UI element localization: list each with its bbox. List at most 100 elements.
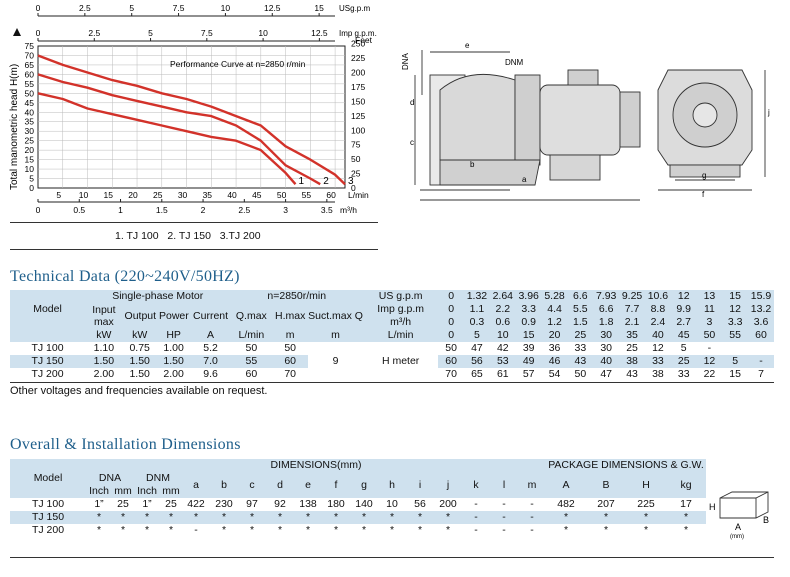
dim-cell: * (445, 511, 451, 523)
dim-cell: 92 (274, 498, 286, 510)
top-axis-tick-label: 10 (258, 28, 268, 38)
dim-cell: * (277, 511, 283, 523)
top-axis-tick-label: 2.5 (88, 28, 100, 38)
suct-max-value: 9 (332, 355, 339, 367)
dim-cell: * (683, 524, 689, 536)
dim-cell: * (96, 524, 102, 536)
dim-cell: * (563, 511, 569, 523)
y-tick-label: 75 (25, 41, 35, 51)
unit-cell: L/min (238, 329, 265, 341)
imp-gpm-cell: 0 (448, 303, 455, 315)
x-tick-label: 40 (227, 190, 237, 200)
curve-3 (37, 54, 346, 186)
dim-cell: * (333, 524, 339, 536)
th-suctmax: Suct.max Q (308, 309, 363, 322)
top-axis-tick-label: 5 (129, 3, 134, 13)
label-b: b (470, 160, 475, 169)
dim-cell: * (643, 511, 649, 523)
feet-tick-label: 175 (351, 82, 365, 92)
y-tick-label: 0 (29, 183, 34, 193)
lmin-cell: 15 (522, 329, 535, 341)
dim-cell: * (445, 524, 451, 536)
dim-cell: 25 (165, 498, 177, 510)
dim-cell: * (221, 524, 227, 536)
dim-cell: * (168, 511, 174, 523)
lmin-cell: 25 (574, 329, 587, 341)
chart-divider (10, 222, 378, 223)
dim-cell: * (361, 511, 367, 523)
m3h-cell: 1.8 (598, 316, 614, 328)
y-tick-label: 50 (25, 88, 35, 98)
table-row: TJ 100 1” 25 1” 25 422 230 97 92 138 180 140 10 56 200… (10, 498, 706, 511)
th-imp-gpm: Imp g.p.m (377, 303, 424, 315)
legend-item-3: 3.TJ 200 (219, 230, 261, 242)
dim-cell: - (474, 498, 478, 510)
performance-chart: 7570656055504540353025201510502502252001… (9, 3, 377, 215)
feet-tick-label: 125 (351, 111, 365, 121)
lmin-cell: 40 (652, 329, 664, 341)
x-tick-label: 25 (153, 190, 163, 200)
x-tick-label: 20 (128, 190, 138, 200)
th-lmin: L/min (387, 329, 414, 341)
table-row: TJ 200 2.00 1.50 2.00 9.6 60 70 70 65 61 57 54 50 47… (31, 368, 764, 380)
y-tick-label: 45 (25, 98, 35, 108)
box-label-h: H (709, 502, 716, 512)
imp-gpm-cell: 12 (729, 303, 741, 315)
top-axis-tick-label: 7.5 (201, 28, 213, 38)
tech-note: Other voltages and frequencies available… (10, 385, 268, 397)
feet-tick-label: 225 (351, 53, 365, 63)
m3h-tick-label: 2.5 (238, 205, 250, 215)
m3h-tick-label: 3 (283, 205, 288, 215)
m3h-cell: 0.3 (469, 316, 485, 328)
top-axis-label: USg.p.m (339, 4, 370, 13)
legend-item-2: 2. TJ 150 (167, 230, 211, 242)
top-axis-label: Imp g.p.m. (339, 29, 377, 38)
lmin-cell: 60 (755, 329, 767, 341)
h-meter-label: H meter (381, 355, 420, 367)
dim-cell: 25 (117, 498, 129, 510)
y-axis-label: Total manometric head H(m) (9, 64, 20, 190)
dim-cell: - (530, 511, 534, 523)
dim-cell: 140 (355, 498, 373, 510)
legend-item-1: 1. TJ 100 (115, 230, 159, 242)
feet-axis-label: Feet (355, 35, 373, 45)
us-gpm-cell: 13 (703, 290, 716, 302)
curve-2 (37, 73, 321, 186)
top-axis-tick-label: 2.5 (79, 3, 91, 13)
dim-cell: * (305, 524, 311, 536)
x-tick-label: 15 (104, 190, 114, 200)
y-tick-label: 35 (25, 117, 35, 127)
dim-cell: 225 (637, 498, 655, 510)
dim-cell: * (144, 524, 150, 536)
th-qmax: Q.max (235, 309, 267, 322)
lmin-cell: 35 (626, 329, 638, 341)
top-axis-tick-label: 5 (148, 28, 153, 38)
m3h-cell: 2.1 (624, 316, 640, 328)
lmin-cell: 55 (729, 329, 741, 341)
us-gpm-cell: 12 (677, 290, 690, 302)
dim-cell: 200 (439, 498, 457, 510)
dim-cell: 97 (246, 498, 258, 510)
y-tick-label: 60 (25, 69, 35, 79)
technical-data-title: Technical Data (220~240V/50HZ) (10, 268, 240, 285)
imp-gpm-cell: 8.8 (650, 303, 666, 315)
technical-data-table: Model Single-phase Motor n=2850r/min US … (10, 290, 774, 381)
m3h-cell: 2.7 (676, 316, 692, 328)
dim-cell: 56 (414, 498, 426, 510)
th-model: Model (33, 303, 62, 315)
dimensions-table: Model DIMENSIONS(mm) PACKAGE DIMENSIONS … (10, 459, 706, 537)
x-tick-label: 30 (178, 190, 188, 200)
lmin-cell: 45 (677, 329, 690, 341)
m3h-tick-label: 2 (201, 205, 206, 215)
y-tick-label: 25 (25, 136, 35, 146)
dim-cell: * (361, 524, 367, 536)
dim-cell: * (389, 511, 395, 523)
m3h-tick-label: 0 (36, 205, 41, 215)
imp-gpm-cell: 7.7 (624, 303, 640, 315)
imp-gpm-cell: 5.5 (573, 303, 588, 315)
dim-cell: * (277, 524, 283, 536)
chart-title: Performance Curve at n=2850 r/min (170, 59, 306, 69)
chart-legend: 1. TJ 100 2. TJ 150 3.TJ 200 (115, 230, 261, 242)
us-gpm-cell: 7.93 (595, 290, 617, 302)
x-tick-label: 60 (326, 190, 336, 200)
